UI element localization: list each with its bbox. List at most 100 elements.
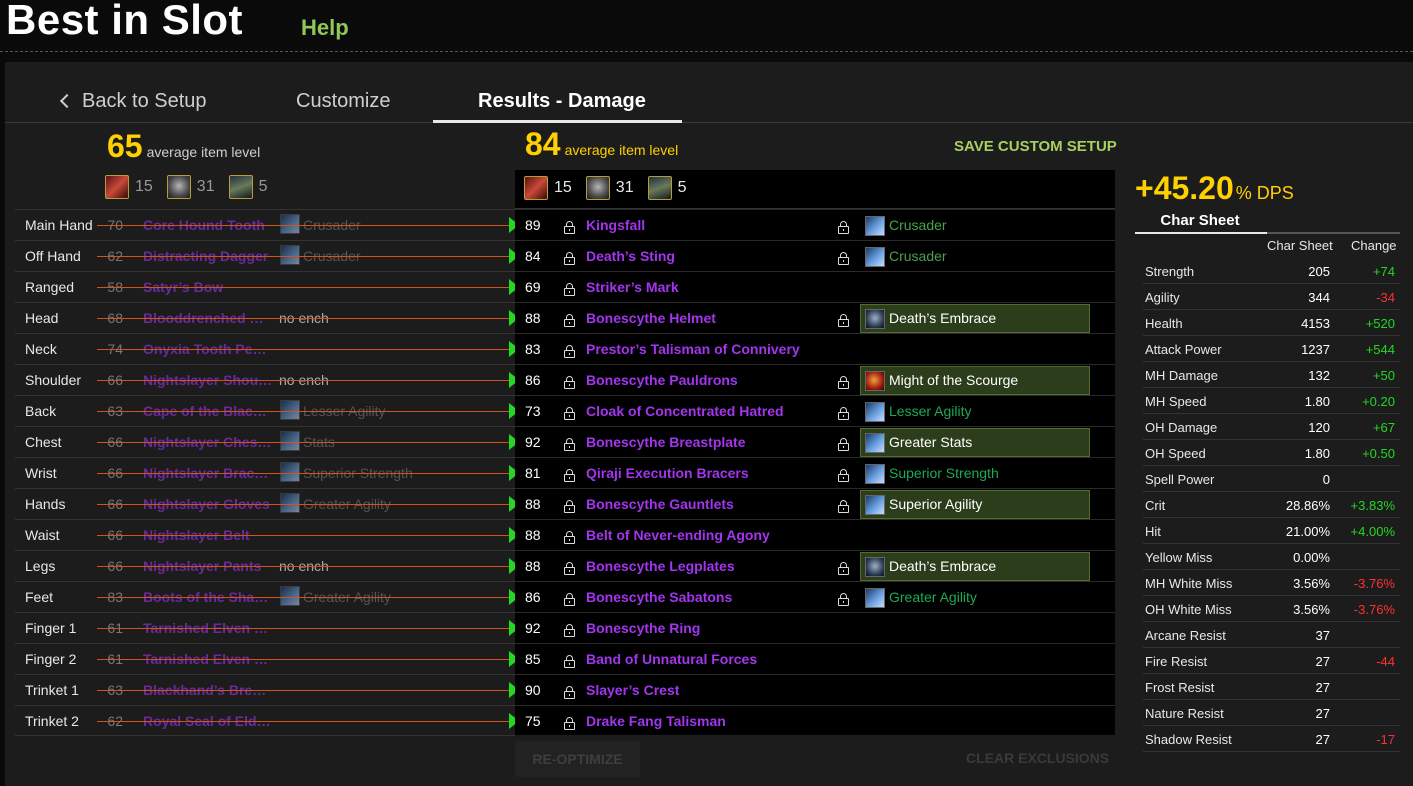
new-item-name[interactable]: Cloak of Concentrated Hatred [586,403,784,419]
replaced-strikethrough [97,318,511,319]
clear-exclusions-button[interactable]: CLEAR EXCLUSIONS [966,750,1110,766]
enchant-slot[interactable]: Crusader [860,211,1090,240]
tab-results-damage[interactable]: Results - Damage [478,90,646,112]
new-item-name[interactable]: Bonescythe Gauntlets [586,496,734,512]
new-item-name[interactable]: Striker’s Mark [586,279,679,295]
lock-icon[interactable] [564,376,575,389]
lock-icon[interactable] [564,345,575,358]
lock-icon[interactable] [838,252,849,265]
new-item-name[interactable]: Bonescythe Sabatons [586,589,733,605]
lock-icon[interactable] [838,438,849,451]
arrow-right-icon [509,682,519,698]
new-item-name[interactable]: Belt of Never-ending Agony [586,527,770,543]
lock-icon[interactable] [564,283,575,296]
replaced-strikethrough [97,628,511,629]
slot-name: Waist [25,527,60,543]
lock-icon[interactable] [838,469,849,482]
new-item-level: 81 [525,465,541,481]
lock-icon[interactable] [564,407,575,420]
new-item-name[interactable]: Kingsfall [586,217,646,233]
stat-change: +520 [1365,316,1395,331]
stat-row: OH Speed 1.80 +0.50 [1143,440,1400,466]
stat-change: -34 [1376,290,1395,305]
lock-icon[interactable] [838,562,849,575]
stat-name: Arcane Resist [1145,628,1226,643]
arrow-right-icon [509,217,519,233]
tab-char-sheet[interactable]: Char Sheet [1160,212,1240,229]
enchant-slot[interactable]: Might of the Scourge [860,366,1090,395]
optimized-slot-row: 73 Cloak of Concentrated Hatred Lesser Agi… [515,395,1115,426]
new-item-level: 88 [525,527,541,543]
helm-gem-icon [166,175,191,199]
optimized-slot-row: 83 Prestor’s Talisman of Connivery [515,333,1115,364]
lock-icon[interactable] [564,500,575,513]
lock-icon[interactable] [838,314,849,327]
new-item-name[interactable]: Drake Fang Talisman [586,713,726,729]
new-item-name[interactable]: Bonescythe Ring [586,620,701,636]
new-item-name[interactable]: Band of Unnatural Forces [586,651,758,667]
enchant-slot[interactable]: Crusader [860,242,1090,271]
new-item-name[interactable]: Slayer’s Crest [586,682,680,698]
replaced-strikethrough [97,349,511,350]
lock-icon[interactable] [564,438,575,451]
lock-icon[interactable] [564,686,575,699]
new-item-level: 92 [525,434,541,450]
optimized-slot-row: 86 Bonescythe Sabatons Greater Agility [515,581,1115,612]
lock-icon[interactable] [564,624,575,637]
current-slot-row: Legs 66 Nightslayer Pants no ench [15,550,519,581]
new-item-name[interactable]: Death’s Sting [586,248,675,264]
lock-icon[interactable] [838,500,849,513]
lock-icon[interactable] [564,469,575,482]
new-item-name[interactable]: Bonescythe Helmet [586,310,716,326]
replaced-strikethrough [97,566,511,567]
enchant-slot[interactable]: Lesser Agility [860,397,1090,426]
slot-name: Finger 1 [25,620,77,636]
lock-icon[interactable] [564,252,575,265]
re-optimize-button[interactable]: RE-OPTIMIZE [515,741,640,777]
new-item-name[interactable]: Prestor’s Talisman of Connivery [586,341,800,357]
lock-icon[interactable] [838,221,849,234]
new-item-level: 90 [525,682,541,698]
enchant-slot[interactable]: Death’s Embrace [860,552,1090,581]
lock-icon[interactable] [838,376,849,389]
lock-icon[interactable] [564,593,575,606]
new-item-name[interactable]: Bonescythe Pauldrons [586,372,738,388]
lock-icon[interactable] [564,531,575,544]
slot-name: Trinket 2 [25,713,79,729]
new-item-name[interactable]: Qiraji Execution Bracers [586,465,749,481]
lock-icon[interactable] [564,655,575,668]
lock-icon[interactable] [564,717,575,730]
stat-row: MH Damage 132 +50 [1143,362,1400,388]
stat-value: 120 [1308,420,1330,435]
stat-name: OH Damage [1145,420,1218,435]
lock-icon[interactable] [838,407,849,420]
save-custom-setup-button[interactable]: SAVE CUSTOM SETUP [954,138,1117,155]
slot-name: Feet [25,589,54,605]
current-slot-row: Main Hand 70 Core Hound Tooth Crusader [15,209,519,240]
current-slot-row: Ranged 58 Satyr’s Bow [15,271,519,302]
new-item-name[interactable]: Bonescythe Breastplate [586,434,746,450]
tab-customize[interactable]: Customize [296,90,391,112]
lock-icon[interactable] [564,314,575,327]
enchant-slot[interactable]: Superior Agility [860,490,1090,519]
tab-back-to-setup[interactable]: Back to Setup [59,90,207,113]
enchant-slot[interactable]: Death’s Embrace [860,304,1090,333]
enchant-slot[interactable]: Greater Stats [860,428,1090,457]
arrow-right-icon [509,713,519,729]
lock-icon[interactable] [564,221,575,234]
replaced-strikethrough [97,597,511,598]
current-slot-row: Hands 66 Nightslayer Gloves Greater Agility [15,488,519,519]
lock-icon[interactable] [838,593,849,606]
lock-icon[interactable] [564,562,575,575]
arrow-right-icon [509,372,519,388]
enchant-slot[interactable]: Greater Agility [860,583,1090,612]
enchant-slot[interactable]: Superior Strength [860,459,1090,488]
new-item-name[interactable]: Bonescythe Legplates [586,558,735,574]
red-gem-icon [524,176,548,200]
current-slot-row: Neck 74 Onyxia Tooth Pen… [15,333,519,364]
enchant-name: Death’s Embrace [889,310,997,326]
arrow-right-icon [509,465,519,481]
help-link[interactable]: Help [301,15,349,40]
stat-value: 0 [1322,472,1330,487]
stat-name: Agility [1145,290,1180,305]
